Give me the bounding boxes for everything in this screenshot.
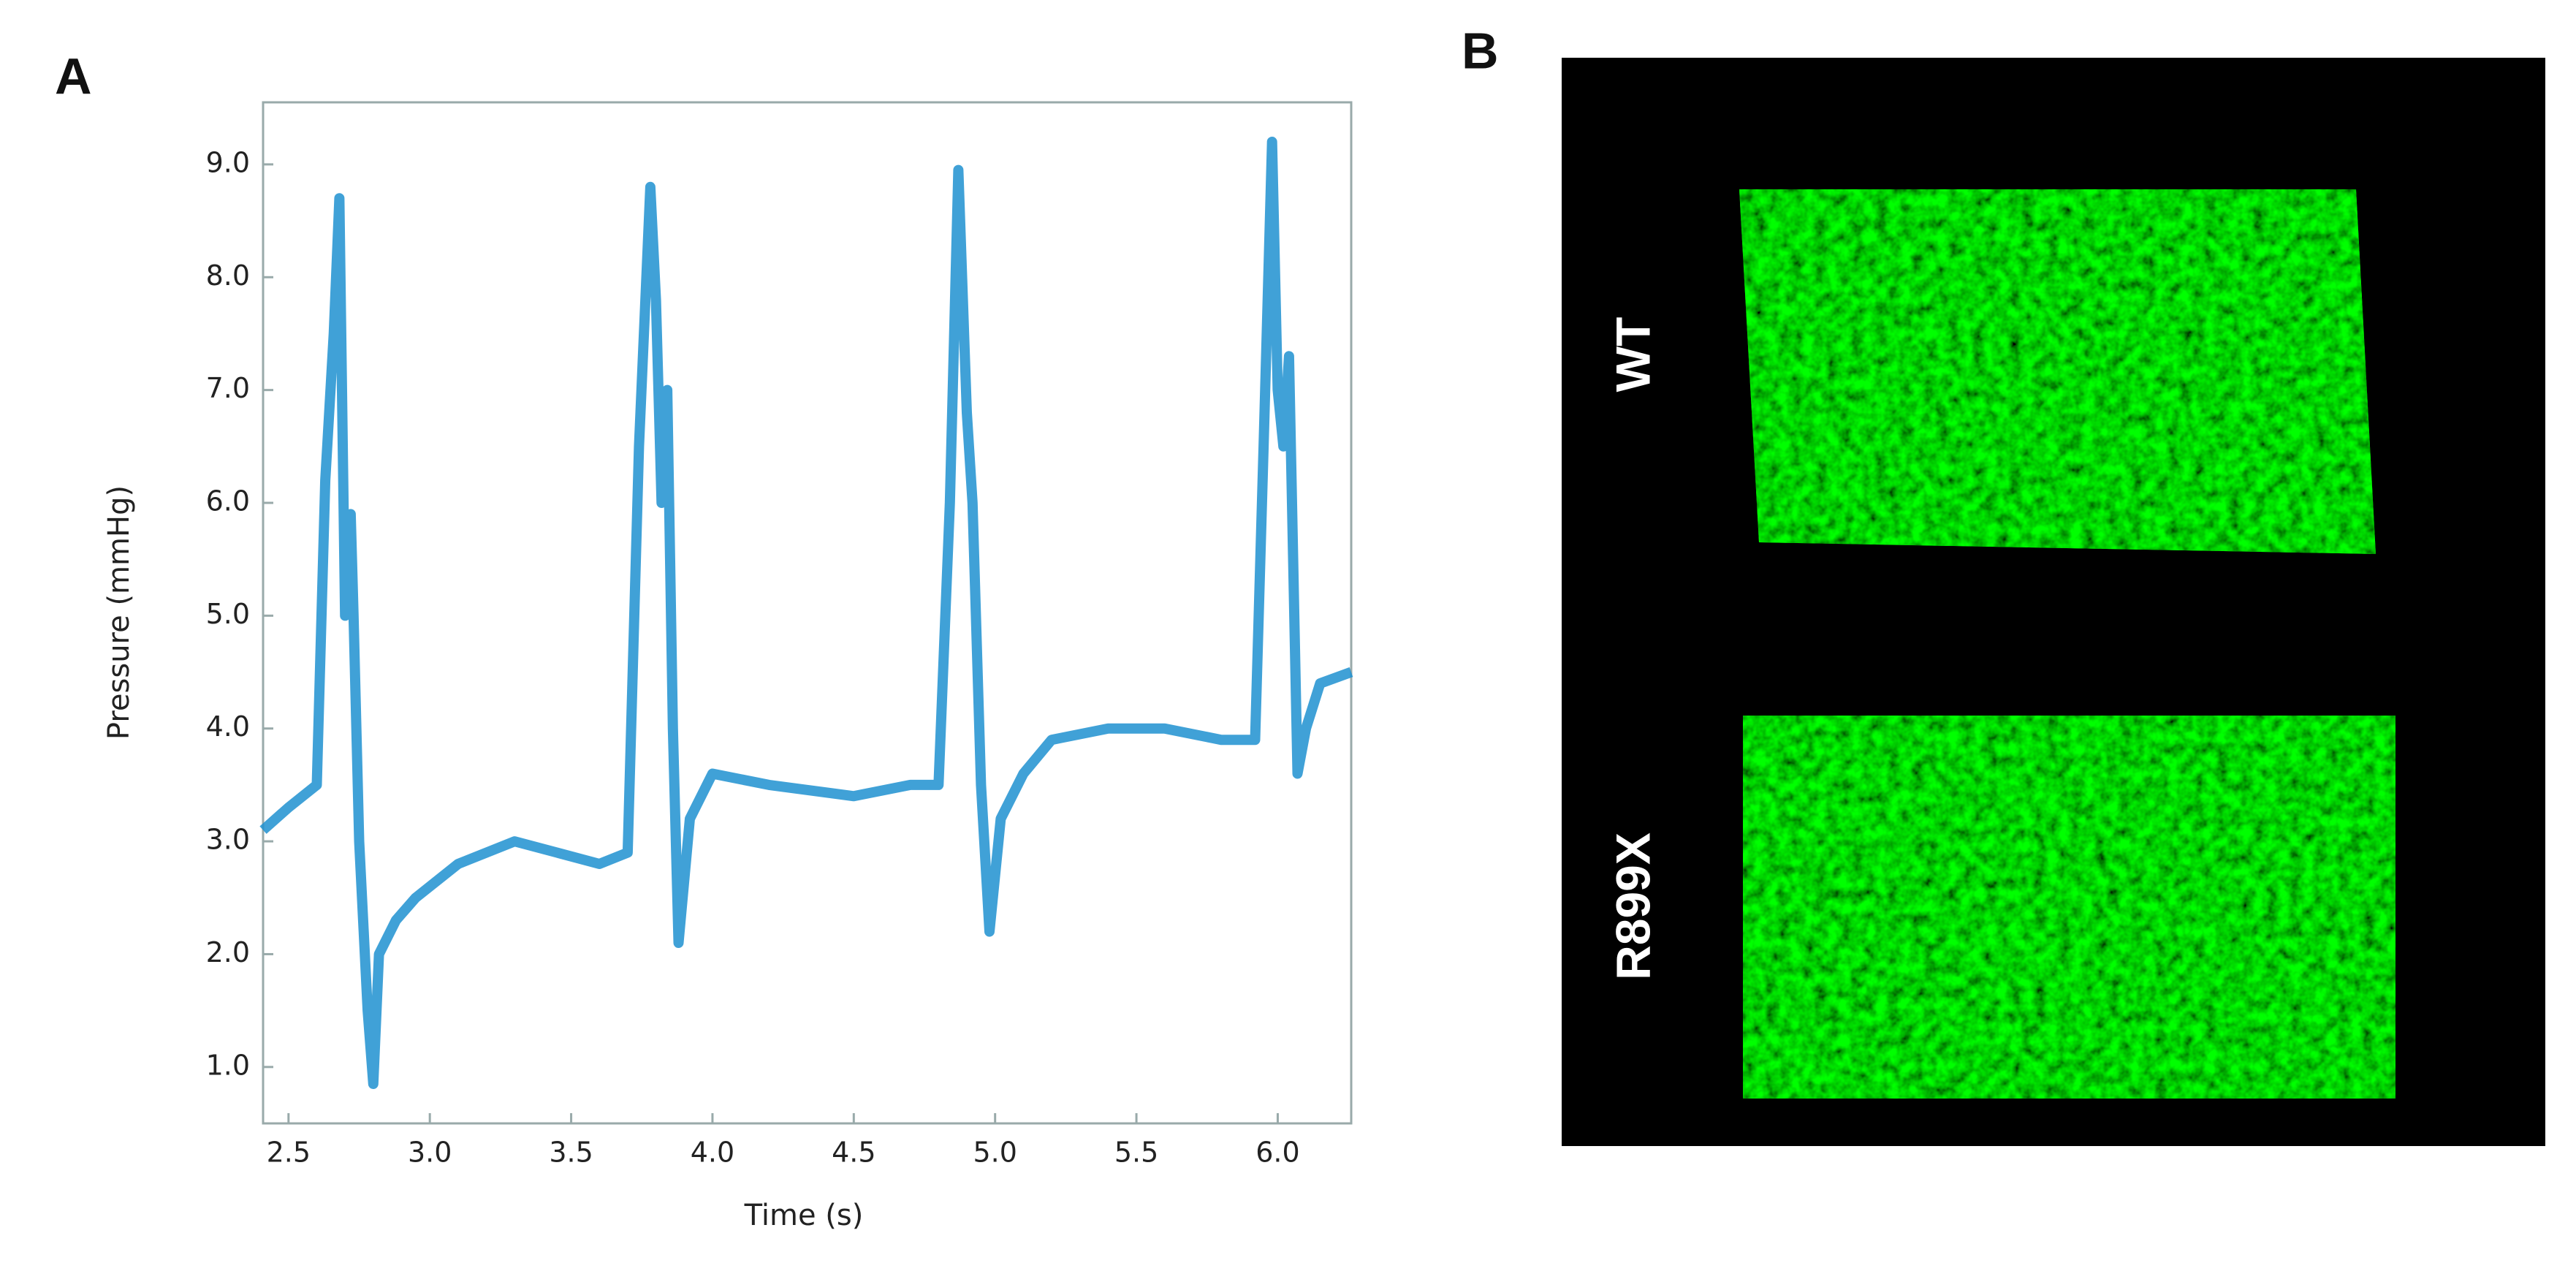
image-label: R899X <box>1606 832 1660 980</box>
x-tick-label: 3.0 <box>408 1137 452 1169</box>
x-tick-label: 2.5 <box>267 1137 311 1169</box>
y-tick-label: 4.0 <box>206 710 250 743</box>
plot-frame <box>262 101 1353 1125</box>
x-tick-label: 3.5 <box>549 1137 593 1169</box>
r899x-texture <box>1743 716 2395 1099</box>
panel-label: A <box>55 48 92 105</box>
y-tick-label: 3.0 <box>206 824 250 856</box>
y-tick-label: 2.0 <box>206 936 250 968</box>
y-tick-label: 8.0 <box>206 259 250 292</box>
chart: 1.0 2.0 3.0 4.0 5.0 6.0 7.0 8.0 9.0 2.5 3.0 3.5 4.0 4… <box>206 137 1353 1169</box>
x-tick-label: 5.5 <box>1114 1137 1158 1169</box>
y-tick-label: 6.0 <box>206 485 250 517</box>
wt-texture <box>1739 189 2376 554</box>
y-tick-label: 7.0 <box>206 372 250 404</box>
x-tick-label: 6.0 <box>1255 1137 1299 1169</box>
x-tick-label: 4.0 <box>691 1137 734 1169</box>
image-label: WT <box>1606 317 1660 392</box>
y-axis-label: Pressure (mmHg) <box>102 485 136 740</box>
panel-label: B <box>1462 22 1499 79</box>
y-tick-label: 9.0 <box>206 146 250 178</box>
pressure-line <box>259 137 1353 1089</box>
y-tick-label: 1.0 <box>206 1049 250 1081</box>
y-tick-label: 5.0 <box>206 598 250 630</box>
x-tick-label: 4.5 <box>832 1137 875 1169</box>
x-axis-label: Time (s) <box>744 1199 864 1232</box>
x-tick-label: 5.0 <box>973 1137 1017 1169</box>
